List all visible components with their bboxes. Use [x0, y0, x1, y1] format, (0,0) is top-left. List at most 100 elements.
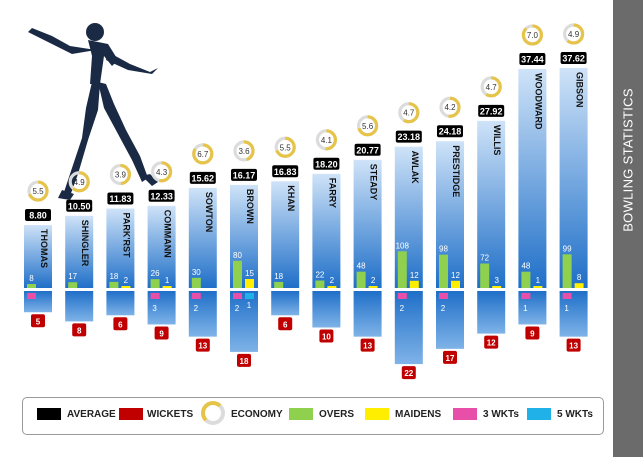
- wickets-badge: [237, 353, 251, 367]
- legend-economy-ring-icon: [201, 401, 225, 425]
- legend-wickets-swatch: [119, 408, 143, 420]
- economy-label: 4.9: [568, 30, 580, 39]
- maidens-bar: [492, 286, 502, 288]
- wickets-bar: [353, 291, 382, 337]
- overs-label: 17: [68, 272, 77, 281]
- economy-label: 5.5: [32, 187, 44, 196]
- wickets-bar: [271, 291, 300, 316]
- average-badge: [231, 168, 257, 181]
- overs-bar: [191, 277, 201, 288]
- wickets-badge: [360, 338, 375, 352]
- economy-ring-arc: [357, 115, 379, 137]
- bowler-silhouette-icon: [28, 23, 158, 200]
- overs-bar: [27, 284, 36, 288]
- wickets-label: 6: [118, 320, 123, 329]
- average-bar: [24, 225, 52, 288]
- player-name: WILLIS: [492, 125, 502, 156]
- wickets-bar: [65, 291, 94, 322]
- legend-3wkts-label: 3 WKTs: [483, 409, 519, 420]
- average-badge: [107, 192, 134, 205]
- legend-average-swatch: [37, 408, 61, 420]
- wickets-badge: [195, 338, 210, 352]
- wickets-label: 10: [322, 333, 331, 342]
- economy-ring-arc: [68, 171, 90, 193]
- economy-ring-arc: [192, 143, 214, 165]
- three-wkts-marker: [521, 293, 531, 299]
- maidens-label: 12: [410, 271, 419, 280]
- overs-label: 30: [192, 268, 201, 277]
- maidens-bar: [409, 280, 419, 288]
- legend-average-label: AVERAGE: [67, 409, 116, 420]
- player-name: FARRY: [327, 178, 337, 208]
- legend: AVERAGE WICKETS ECONOMY OVERS MAIDENS 3 …: [22, 397, 604, 435]
- average-bar: [353, 159, 382, 288]
- three-wkts-label: 2: [235, 304, 240, 313]
- economy-label: 3.6: [238, 147, 250, 156]
- wickets-label: 8: [77, 326, 82, 335]
- average-badge: [148, 189, 175, 202]
- wickets-bar: [230, 291, 258, 352]
- three-wkts-label: 2: [194, 304, 199, 313]
- three-wkts-label: 1: [564, 304, 569, 313]
- three-wkts-marker: [150, 293, 160, 299]
- player-name: PRESTIDGE: [451, 145, 461, 197]
- overs-label: 22: [315, 271, 324, 280]
- overs-bar: [480, 263, 490, 288]
- maidens-bar: [368, 286, 378, 288]
- legend-maidens-label: MAIDENS: [395, 409, 442, 420]
- legend-wickets-label: WICKETS: [147, 409, 194, 420]
- average-label: 24.18: [439, 127, 462, 137]
- overs-bar: [397, 251, 407, 288]
- average-badge: [272, 165, 299, 178]
- wickets-label: 5: [36, 317, 41, 326]
- economy-ring-arc: [480, 76, 502, 98]
- overs-label: 108: [396, 241, 410, 250]
- player-name: WOODWARD: [533, 73, 543, 130]
- wickets-badge: [31, 314, 45, 328]
- three-wkts-marker: [233, 293, 242, 299]
- economy-label: 4.7: [403, 109, 415, 118]
- average-label: 8.80: [29, 211, 47, 221]
- wickets-badge: [154, 326, 169, 340]
- three-wkts-marker: [562, 293, 572, 299]
- maidens-label: 1: [165, 276, 170, 285]
- economy-label: 4.9: [74, 178, 86, 187]
- average-badge: [66, 199, 93, 212]
- legend-5wkts-swatch: [527, 408, 551, 420]
- player-name: SOWTON: [204, 192, 214, 232]
- maidens-bar: [574, 283, 584, 288]
- economy-label: 3.9: [115, 171, 127, 180]
- economy-label: 7.0: [527, 31, 539, 40]
- wickets-badge: [484, 335, 499, 349]
- economy-ring-arc: [233, 140, 255, 162]
- overs-label: 98: [439, 245, 448, 254]
- three-wkts-label: 2: [400, 304, 405, 313]
- wickets-label: 9: [530, 329, 535, 338]
- chart-title: BOWLING STATISTICS: [620, 88, 636, 232]
- wickets-label: 18: [240, 357, 249, 366]
- maidens-label: 3: [494, 276, 499, 285]
- player-name: GIBSON: [575, 72, 585, 108]
- overs-bar: [150, 279, 160, 288]
- average-bar: [188, 187, 217, 288]
- overs-label: 48: [357, 262, 366, 271]
- wickets-label: 22: [404, 369, 413, 378]
- three-wkts-marker: [27, 293, 36, 299]
- wickets-badge: [72, 323, 87, 337]
- economy-label: 4.2: [444, 103, 456, 112]
- overs-label: 18: [109, 272, 118, 281]
- sidebar-panel: [613, 0, 643, 457]
- average-label: 20.77: [356, 145, 379, 155]
- maidens-bar: [451, 280, 460, 288]
- maidens-bar: [162, 286, 172, 288]
- economy-ring-arc: [151, 161, 173, 183]
- three-wkts-label: 3: [152, 304, 157, 313]
- player-name: THOMAS: [39, 229, 49, 268]
- overs-bar: [233, 260, 242, 288]
- wickets-label: 17: [446, 354, 455, 363]
- overs-bar: [109, 281, 119, 288]
- average-label: 27.92: [480, 106, 503, 116]
- wickets-label: 13: [363, 342, 372, 351]
- average-bar: [477, 120, 506, 288]
- maidens-label: 1: [536, 276, 541, 285]
